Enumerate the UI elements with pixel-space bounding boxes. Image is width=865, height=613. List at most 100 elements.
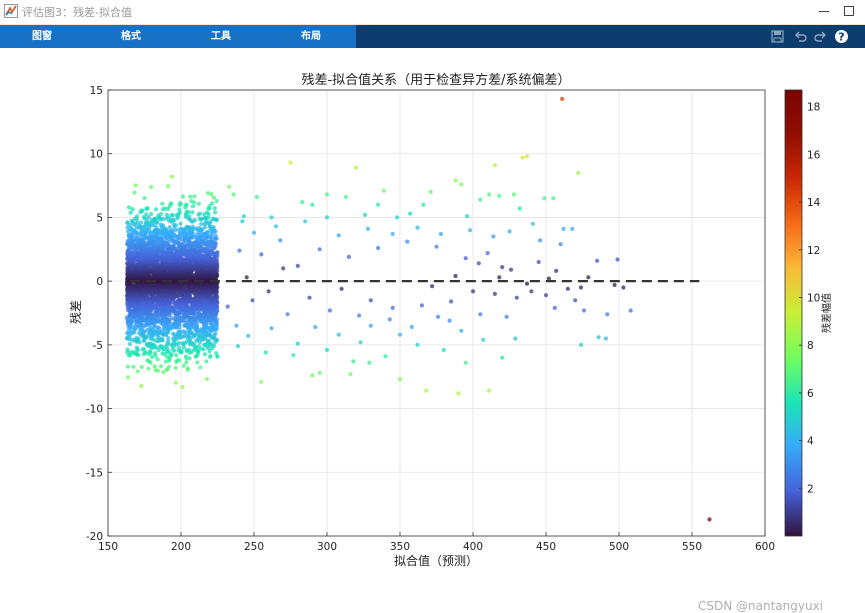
maximize-button[interactable] (838, 2, 860, 20)
data-point (169, 228, 175, 233)
data-point (178, 221, 183, 226)
data-point (180, 384, 185, 390)
data-point (520, 155, 525, 160)
data-point (367, 360, 372, 365)
data-point (463, 360, 468, 365)
data-point (263, 350, 268, 355)
data-point (194, 354, 199, 359)
undo-icon[interactable] (793, 29, 808, 44)
data-point (197, 211, 203, 216)
data-point (208, 219, 213, 225)
data-point (187, 214, 192, 219)
data-point (560, 96, 565, 101)
data-point (170, 174, 175, 179)
data-point (200, 337, 205, 342)
data-point (317, 370, 322, 375)
data-point (139, 364, 144, 370)
x-tick-label: 600 (755, 541, 775, 553)
data-point (419, 303, 424, 308)
x-tick-label: 350 (390, 541, 410, 553)
data-point (368, 323, 373, 328)
data-point (207, 349, 212, 354)
data-point (212, 206, 217, 211)
data-point (214, 217, 219, 222)
colorbar-tick-label: 8 (807, 340, 814, 352)
x-tick-label: 250 (244, 541, 264, 553)
data-point (170, 213, 175, 218)
redo-icon[interactable] (813, 29, 828, 44)
data-point (128, 210, 133, 215)
x-ticks: 150 200 250 300 350 400 450 500 550 600 (98, 532, 775, 553)
data-point (177, 325, 182, 330)
colorbar-label: 残差幅值 (820, 293, 833, 333)
data-point (254, 194, 259, 200)
data-point (185, 367, 190, 372)
save-icon[interactable] (770, 29, 785, 44)
data-point (211, 224, 216, 230)
figure-canvas: 150 200 250 300 350 400 450 500 550 600 -20 -15 -10… (0, 48, 865, 613)
data-point (449, 299, 454, 304)
axes-box (107, 89, 766, 537)
data-point (139, 220, 144, 225)
data-point (135, 347, 141, 352)
help-icon[interactable]: ? (834, 29, 849, 44)
data-point (135, 214, 140, 219)
data-point (251, 230, 257, 235)
data-point (447, 318, 452, 323)
data-point (133, 183, 138, 188)
data-point (201, 347, 206, 352)
tab-format[interactable]: 格式 (121, 31, 141, 42)
data-point (178, 200, 183, 206)
data-point (357, 313, 362, 318)
y-tick-label: 0 (96, 276, 103, 288)
tab-strip: 图窗 格式 工具 布局 (0, 25, 356, 48)
data-point (362, 212, 368, 217)
colorbar-tick-label: 2 (807, 483, 814, 495)
data-point (167, 358, 172, 363)
data-point (192, 218, 197, 223)
tab-layout[interactable]: 布局 (301, 31, 321, 42)
tab-tools[interactable]: 工具 (211, 31, 231, 42)
residual-fitted-plot[interactable]: 150 200 250 300 350 400 450 500 550 600 -20-15-10… (0, 48, 865, 573)
data-point (158, 222, 163, 227)
tab-figure[interactable]: 图窗 (32, 31, 52, 42)
data-point (481, 337, 486, 342)
data-point (206, 215, 211, 220)
data-point (415, 225, 420, 230)
data-point (324, 347, 330, 353)
data-point (615, 257, 620, 262)
data-point (135, 369, 140, 374)
minimize-button[interactable] (813, 2, 835, 20)
data-point (336, 233, 341, 238)
data-point (421, 202, 426, 207)
data-point (250, 298, 255, 303)
data-point (197, 340, 202, 345)
data-point (210, 201, 215, 206)
data-point (259, 379, 264, 384)
data-point (246, 333, 251, 338)
data-point (507, 229, 512, 234)
colorbar-tick-label: 14 (807, 197, 821, 209)
data-point (628, 308, 633, 313)
data-point (376, 202, 381, 207)
colorbar (784, 89, 803, 537)
data-point (209, 192, 214, 197)
data-point (324, 215, 330, 220)
data-point (266, 289, 271, 294)
data-point (395, 215, 400, 220)
data-point (487, 388, 492, 393)
data-point (136, 352, 141, 357)
data-point (543, 293, 549, 298)
data-point (485, 251, 490, 256)
data-point (387, 317, 392, 322)
data-point (621, 285, 626, 290)
data-point (546, 276, 552, 281)
data-point (148, 360, 153, 365)
data-point (453, 273, 458, 279)
data-point (300, 200, 305, 205)
data-point (178, 350, 183, 355)
data-point (213, 340, 218, 345)
data-point (561, 226, 566, 231)
data-point (428, 189, 433, 194)
data-point (453, 178, 458, 183)
